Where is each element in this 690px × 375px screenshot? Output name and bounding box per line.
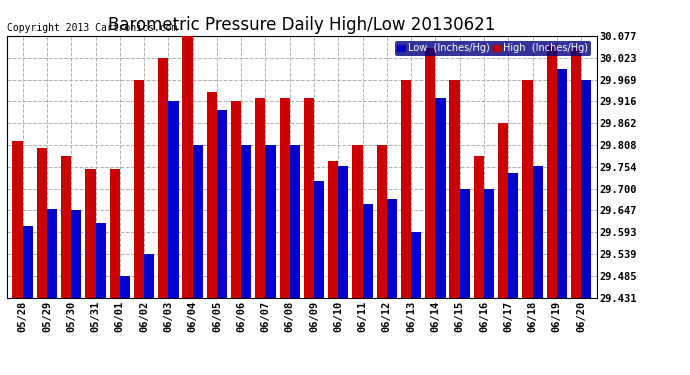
Bar: [509, 172, 518, 298]
Bar: [546, 45, 557, 298]
Bar: [449, 80, 460, 298]
Bar: [241, 145, 251, 298]
Bar: [474, 156, 484, 298]
Bar: [144, 254, 155, 298]
Bar: [484, 189, 494, 298]
Bar: [12, 141, 23, 298]
Bar: [110, 168, 120, 298]
Text: Copyright 2013 Cartronics.com: Copyright 2013 Cartronics.com: [7, 23, 177, 33]
Bar: [279, 98, 290, 298]
Bar: [522, 80, 533, 298]
Bar: [255, 98, 266, 298]
Title: Barometric Pressure Daily High/Low 20130621: Barometric Pressure Daily High/Low 20130…: [108, 16, 495, 34]
Bar: [401, 80, 411, 298]
Bar: [158, 58, 168, 298]
Bar: [328, 161, 338, 298]
Bar: [425, 48, 435, 298]
Bar: [23, 226, 33, 298]
Bar: [557, 69, 567, 298]
Legend: Low  (Inches/Hg), High  (Inches/Hg): Low (Inches/Hg), High (Inches/Hg): [395, 41, 591, 56]
Bar: [362, 204, 373, 298]
Bar: [498, 123, 509, 298]
Bar: [460, 189, 470, 298]
Bar: [266, 145, 276, 298]
Bar: [86, 168, 95, 298]
Bar: [120, 276, 130, 298]
Bar: [193, 145, 203, 298]
Bar: [387, 200, 397, 298]
Bar: [134, 80, 144, 298]
Bar: [61, 156, 71, 298]
Bar: [47, 209, 57, 298]
Bar: [207, 92, 217, 298]
Bar: [533, 166, 543, 298]
Bar: [231, 101, 241, 298]
Bar: [571, 48, 581, 298]
Bar: [182, 36, 193, 298]
Bar: [290, 145, 300, 298]
Bar: [377, 145, 387, 298]
Bar: [71, 210, 81, 298]
Bar: [304, 98, 314, 298]
Bar: [217, 110, 227, 298]
Bar: [168, 101, 179, 298]
Bar: [338, 166, 348, 298]
Bar: [353, 145, 362, 298]
Bar: [314, 181, 324, 298]
Bar: [411, 232, 422, 298]
Bar: [95, 224, 106, 298]
Bar: [37, 148, 47, 298]
Bar: [581, 80, 591, 298]
Bar: [435, 98, 446, 298]
